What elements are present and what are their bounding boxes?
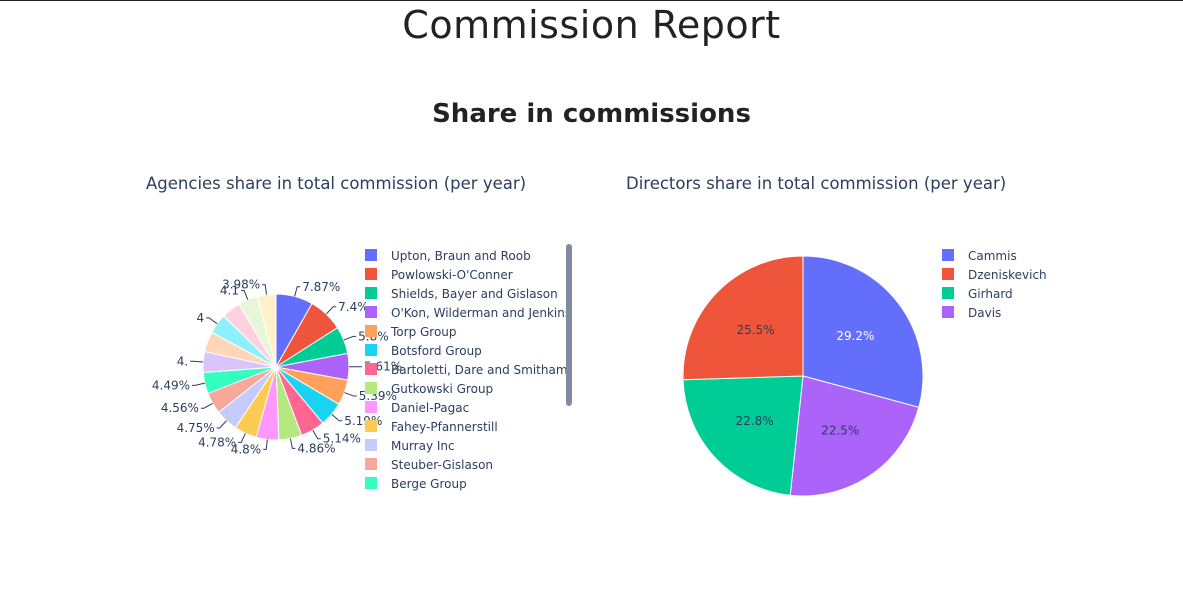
legend-item-murray-inc[interactable]: Murray Inc [365, 439, 455, 453]
legend-item-daniel-pagac[interactable]: Daniel-Pagac [365, 401, 469, 415]
agency-data-label-11: 4.75% [177, 421, 215, 435]
agency-label-line-16 [206, 317, 218, 325]
legend-item-botsford-group[interactable]: Botsford Group [365, 344, 482, 358]
legend-label: Berge Group [391, 477, 467, 491]
legend-swatch [365, 325, 377, 337]
legend-item-torp-group[interactable]: Torp Group [365, 325, 457, 339]
agency-label-line-10 [238, 433, 246, 443]
legend-item-o-kon-wilderman-and-jenkins[interactable]: O'Kon, Wilderman and Jenkins [365, 306, 571, 320]
legend-item-steuber-gislason[interactable]: Steuber-Gislason [365, 458, 493, 472]
agency-label-line-2 [325, 306, 337, 315]
agency-data-label-19: 3.98% [222, 278, 260, 292]
agency-label-line-7 [312, 429, 321, 440]
agency-label-line-18 [240, 289, 249, 300]
legend-label: Steuber-Gislason [391, 458, 493, 472]
legend-label: O'Kon, Wilderman and Jenkins [391, 306, 571, 320]
agency-label-line-5 [344, 392, 357, 397]
legend-swatch [365, 268, 377, 280]
agency-data-label-14: 4. [177, 354, 188, 368]
agency-label-line-11 [216, 420, 227, 429]
legend-item-powlowski-o-conner[interactable]: Powlowski-O'Conner [365, 268, 513, 282]
legend-scrollbar[interactable] [566, 244, 572, 406]
legend-swatch [365, 344, 377, 356]
agency-label-line-13 [192, 382, 205, 386]
legend-item-fahey-pfannerstill[interactable]: Fahey-Pfannerstill [365, 420, 498, 434]
agency-data-label-12: 4.56% [161, 401, 199, 415]
legend-item-berge-group[interactable]: Berge Group [365, 477, 467, 491]
agency-label-line-12 [200, 402, 213, 409]
agency-data-label-8: 4.86% [297, 441, 335, 455]
agency-label-line-8 [289, 438, 296, 449]
agencies-slices [202, 293, 350, 441]
agency-label-line-14 [190, 360, 204, 363]
agency-data-label-10: 4.78% [198, 435, 236, 449]
agency-data-label-9: 4.8% [231, 442, 262, 456]
legend-label: Torp Group [390, 325, 457, 339]
agency-data-label-16: 4 [196, 311, 204, 325]
legend-item-shields-bayer-and-gislason[interactable]: Shields, Bayer and Gislason [365, 287, 558, 301]
agencies-chart-title: Agencies share in total commission (per … [146, 174, 527, 193]
legend-label: Upton, Braun and Roob [391, 249, 531, 263]
agency-data-label-18: 4.1 [220, 283, 239, 297]
legend-swatch [365, 382, 377, 394]
agency-data-label-1: 7.87% [302, 280, 340, 294]
legend-label: Murray Inc [391, 439, 455, 453]
agency-label-line-1 [294, 286, 301, 297]
page-title: Commission Report [402, 3, 781, 47]
legend-item-gutkowski-group[interactable]: Gutkowski Group [365, 382, 493, 396]
agency-label-line-6 [331, 413, 343, 422]
legend-label: Bartoletti, Dare and Smitham [391, 363, 568, 377]
legend-label: Fahey-Pfannerstill [391, 420, 498, 434]
legend-swatch [365, 287, 377, 299]
agency-label-line-19 [262, 284, 267, 295]
legend-swatch [365, 249, 377, 261]
legend-label: Botsford Group [391, 344, 482, 358]
legend-label: Daniel-Pagac [391, 401, 469, 415]
agencies-legend: Upton, Braun and Roob Powlowski-O'Conner S… [365, 249, 571, 491]
legend-item-bartoletti-dare-and-smitham[interactable]: Bartoletti, Dare and Smitham [365, 363, 568, 377]
legend-label: Gutkowski Group [391, 382, 493, 396]
legend-swatch [365, 420, 377, 432]
legend-item-upton-braun-and-roob[interactable]: Upton, Braun and Roob [365, 249, 531, 263]
legend-swatch [365, 306, 377, 318]
agency-label-line-3 [343, 335, 357, 341]
agency-data-label-7: 5.14% [323, 432, 361, 446]
legend-swatch [365, 401, 377, 413]
legend-swatch [365, 458, 377, 470]
agency-data-label-13: 4.49% [152, 378, 190, 392]
legend-label: Powlowski-O'Conner [391, 268, 513, 282]
legend-swatch [365, 477, 377, 489]
agency-label-line-9 [263, 439, 268, 450]
legend-swatch [365, 439, 377, 451]
legend-label: Shields, Bayer and Gislason [391, 287, 558, 301]
directors-chart-title: Directors share in total commission (per… [626, 174, 1007, 193]
legend-swatch [365, 363, 377, 375]
section-title: Share in commissions [432, 99, 751, 129]
agency-data-label-2: 7.4% [338, 300, 369, 314]
